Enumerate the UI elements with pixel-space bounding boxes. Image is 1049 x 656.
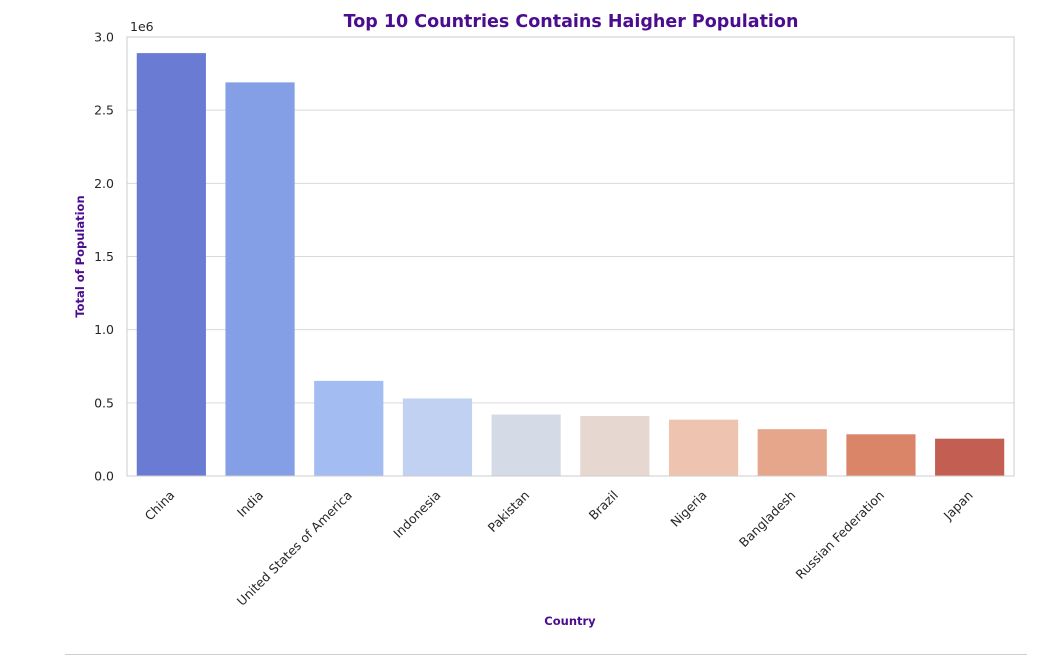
x-tick-label: India: [234, 488, 266, 520]
bar-united-states-of-america: [314, 380, 384, 476]
bar-nigeria: [668, 419, 739, 476]
x-tick-label: Nigeria: [667, 488, 709, 530]
bars: [136, 53, 1005, 476]
bar-china: [136, 53, 206, 476]
x-tick-label: Japan: [940, 488, 976, 524]
y-tick-labels: 0.0 0.5 1.0 1.5 2.0 2.5 3.0: [94, 30, 114, 484]
x-tick-label: Brazil: [586, 488, 621, 523]
y-tick-label: 1.0: [94, 322, 114, 337]
bottom-divider: [65, 654, 1027, 655]
y-tick-label: 0.0: [94, 469, 114, 484]
x-tick-label: Pakistan: [485, 488, 533, 536]
bar-india: [225, 82, 295, 476]
x-tick-label: Russian Federation: [793, 488, 888, 583]
y-tick-label: 1.5: [94, 249, 114, 264]
y-tick-label: 3.0: [94, 30, 114, 45]
x-tick-label: China: [142, 488, 178, 524]
x-axis-label: Country: [544, 614, 596, 628]
bar-pakistan: [491, 414, 561, 476]
y-tick-label: 2.0: [94, 176, 114, 191]
bar-japan: [935, 438, 1005, 476]
x-tick-label: Bangladesh: [736, 488, 798, 550]
y-tick-label: 0.5: [94, 395, 114, 410]
bar-indonesia: [402, 398, 473, 476]
bar-russian-federation: [846, 434, 916, 476]
x-tick-label: Indonesia: [390, 488, 443, 541]
bar-bangladesh: [757, 429, 827, 476]
y-tick-label: 2.5: [94, 103, 114, 118]
chart-title: Top 10 Countries Contains Haigher Popula…: [344, 12, 799, 32]
y-axis-label: Total of Population: [73, 195, 87, 317]
y-scale-label: 1e6: [130, 19, 154, 34]
bar-brazil: [580, 416, 650, 476]
plot-frame: [126, 36, 1015, 477]
